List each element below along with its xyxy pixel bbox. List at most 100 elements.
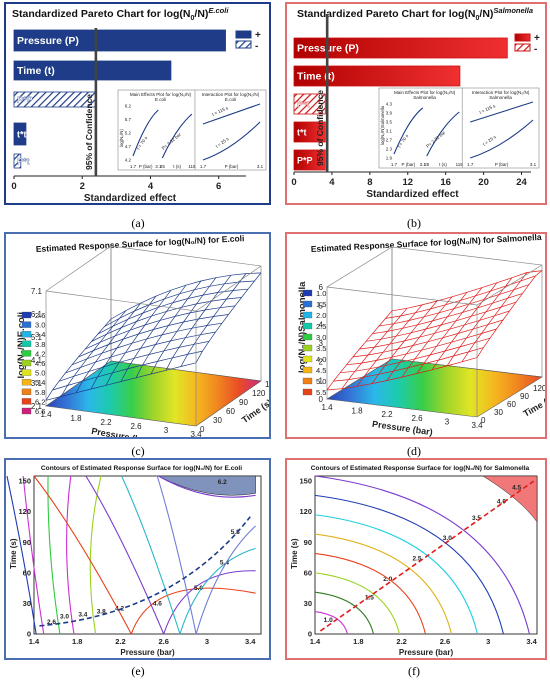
inset-inter-title-2: Salmonella [489,95,512,100]
y-tick-label: 60 [304,568,312,577]
x-tick-label: 4 [329,177,335,188]
x-axis-label: Pressure (bar) [372,419,434,437]
mesh-line [110,272,262,320]
title-sup: Salmonella [493,6,533,15]
x-tick-label: 2.2 [381,410,393,419]
legend-label: 3.8 [35,340,45,349]
legend-swatch [21,350,32,357]
legend-swatch [21,321,32,328]
pareto-panel-salmonella: Standardized Pareto Chart for log(N0/N)S… [285,2,547,205]
x-tick-label: 1.4 [40,410,52,419]
x-tick-label: 0 [291,177,296,188]
legend-swatch [21,340,32,347]
mesh-line [385,275,536,319]
y-tick-label: 60 [23,568,31,577]
contour-line-3-5 [314,514,478,635]
main-effect-curve-time [161,113,193,159]
bar-label: t*t [17,130,27,140]
legend-swatch [21,407,32,415]
caption-b: (b) [407,216,421,230]
x-tick-label: 1.4 [310,637,321,646]
contour-label: 1.0 [324,617,333,624]
x-tick-label: 2.2 [396,637,406,646]
inset-ytick: 1.9 [386,156,393,161]
contour-line-5-0 [85,475,256,635]
legend-swatch [21,398,32,405]
legend-label-neg: - [255,41,258,52]
z-tick-label: 6.1 [31,310,43,319]
y-tick-label: 0 [200,425,205,434]
y-tick-label: 150 [265,380,269,389]
z-tick-label: 5.1 [31,333,43,342]
inset-ytick: 2.7 [386,138,393,143]
legend-label: 3.0 [316,333,326,342]
bar-time-t- [13,60,172,81]
main-effect-curve-pressure [393,107,424,155]
inset-xtick: 1.7 [391,162,398,167]
caption-d: (d) [407,444,421,458]
inset-ylabel: log(N₀/N) [119,129,124,147]
contour-panel-ecoli: Contours of Estimated Response Surface f… [4,458,271,660]
inset-ytick: 4.2 [125,158,132,163]
contour-label: 3.8 [97,609,106,616]
contour-line-6-2 [158,475,256,498]
mesh-line [97,288,249,335]
z-tick-label: 1 [319,376,324,385]
legend-label: 2.0 [316,311,326,320]
title-mid: /N) [479,8,493,20]
contour-title: Contours of Estimated Response Surface f… [41,465,242,472]
mesh-line [461,272,528,362]
legend-label-pos: + [534,33,540,44]
inset-xtick: 3.1 [257,164,264,169]
x-axis-label: Standardized effect [84,193,177,203]
legend-label: 3.4 [35,330,45,339]
contour-label: 2.5 [412,556,421,563]
z-tick-label: 4.1 [31,356,43,365]
legend-swatch [21,311,32,319]
x-tick-label: 2.6 [440,637,450,646]
inset-inter-title: Interaction Plot for log(N₀/N) [472,90,530,95]
z-tick-label: 7.1 [31,287,43,296]
surface-title: Estimated Response Surface for log(N₀/N)… [36,234,245,254]
y-tick-label: 120 [299,507,312,516]
legend-swatch [21,359,32,367]
contour-line-4-5 [314,475,530,635]
legend-swatch-pos [514,33,531,42]
contour-line-3-0 [22,475,45,635]
x-tick-label: 4 [148,181,154,192]
contour-line-3-8 [66,475,75,635]
inset-xtick: 3.1 [155,164,162,169]
inset-inter-title-2: E.coli [225,97,236,102]
x-tick-label: 2.2 [100,418,112,427]
legend-label: 5.8 [35,388,45,397]
y-tick-label: 60 [507,400,516,409]
chart-title: Standardized Pareto Chart for log(N0/N)E… [12,6,229,22]
inset-inter-title: Interaction Plot for log(N₀/N) [202,92,260,97]
contour-label: 3.5 [472,515,481,522]
x-tick-label: 3.4 [190,430,202,437]
y-tick-label: 90 [23,538,31,547]
surface-panel-ecoli: Estimated Response Surface for log(N₀/N)… [4,232,271,439]
contour-label: 1.5 [365,594,374,601]
inset-main-title-2: E.coli [155,97,166,102]
pareto-panel-ecoli: Standardized Pareto Chart for log(N0/N)E… [4,2,271,205]
inset-xtick: 1.7 [200,164,207,169]
y-tick-label: 30 [494,408,503,417]
x-axis-label: Pressure (bar) [399,648,454,657]
inset-xtick: 3.1 [530,162,537,167]
y-tick-label: 30 [23,599,31,608]
x-tick-label: 2.6 [130,422,142,431]
mesh-line [359,310,510,350]
mesh-line [104,280,255,327]
inset-ytick: 3.5 [386,120,393,125]
z-tick-label: 6 [319,283,324,292]
legend-swatch [302,300,313,308]
inset-ytick: 4.3 [386,102,393,107]
title-mid: /N) [194,8,208,20]
inset-main-title: Main Effects Plot for log(N₀/N) [130,92,192,97]
z-tick-label: 3 [319,339,324,348]
x-tick-label: 12 [402,177,413,188]
inset-xtick: 25 [160,164,166,169]
mesh-line [195,272,262,363]
main-effect-curve-time [426,111,460,157]
